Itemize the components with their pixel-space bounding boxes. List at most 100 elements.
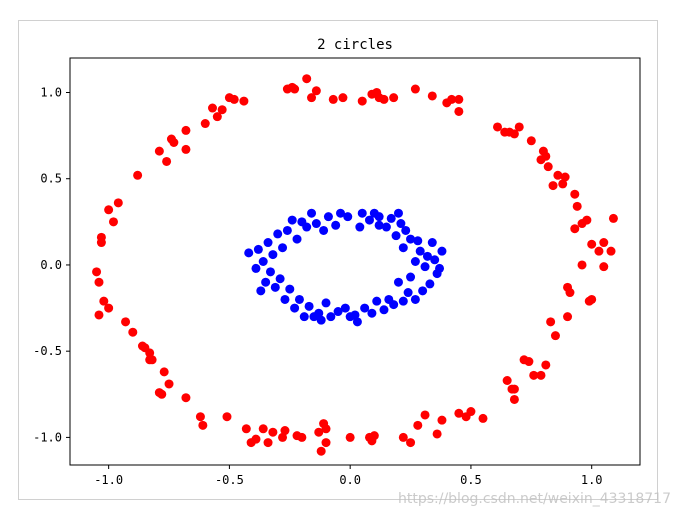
outer-circle-point xyxy=(164,379,174,389)
outer-circle-point xyxy=(92,267,102,277)
outer-circle-point xyxy=(546,317,556,327)
inner-circle-point xyxy=(374,220,384,230)
x-axis: -1.0 -0.5 0.0 0.5 1.0 xyxy=(94,465,603,487)
outer-circle-point xyxy=(94,277,104,287)
inner-circle-point xyxy=(372,296,382,306)
outer-circle-point xyxy=(278,432,288,442)
outer-circle-point xyxy=(410,84,420,94)
inner-circle-point xyxy=(413,236,423,246)
outer-circle-point xyxy=(493,122,502,132)
outer-circle-point xyxy=(454,94,464,104)
inner-circle-point xyxy=(261,277,271,287)
y-tick-label: 0.0 xyxy=(40,258,62,272)
outer-circle-point xyxy=(258,424,268,434)
outer-circle-point xyxy=(222,412,232,422)
outer-circle-point xyxy=(507,384,517,394)
outer-circle-point xyxy=(321,438,331,448)
outer-circle-point xyxy=(145,355,155,365)
outer-circle-point xyxy=(437,415,447,425)
inner-circle-point xyxy=(381,222,391,232)
inner-circle-point xyxy=(398,296,408,306)
inner-circle-point xyxy=(386,213,396,223)
y-tick-label: 0.5 xyxy=(40,172,62,186)
inner-circle-point xyxy=(319,225,329,235)
x-tick-label: -0.5 xyxy=(215,473,244,487)
inner-circle-point xyxy=(364,215,374,225)
inner-circle-point xyxy=(379,305,389,315)
outer-circle-point xyxy=(224,93,234,103)
inner-circle-point xyxy=(251,263,261,273)
outer-circle-point xyxy=(536,370,546,380)
inner-circle-point xyxy=(268,250,278,260)
inner-circle-point xyxy=(422,251,432,261)
outer-circle-point xyxy=(96,238,106,248)
inner-circle-point xyxy=(297,217,307,227)
outer-circle-point xyxy=(217,105,227,115)
data-points xyxy=(92,74,618,456)
outer-circle-point xyxy=(548,181,558,191)
inner-circle-point xyxy=(273,229,283,239)
inner-circle-point xyxy=(316,315,326,325)
outer-circle-point xyxy=(198,420,208,430)
outer-circle-point xyxy=(137,341,147,351)
x-tick-label: 0.5 xyxy=(460,473,482,487)
inner-circle-point xyxy=(282,225,292,235)
outer-circle-point xyxy=(442,98,452,108)
y-axis: -1.0 -0.5 0.0 0.5 1.0 xyxy=(33,85,70,444)
outer-circle-point xyxy=(154,388,164,398)
inner-circle-point xyxy=(398,243,408,253)
outer-circle-point xyxy=(608,213,618,223)
outer-circle-point xyxy=(538,146,548,156)
inner-circle-point xyxy=(307,208,317,218)
inner-circle-point xyxy=(304,301,314,311)
outer-circle-point xyxy=(357,96,367,106)
inner-circle-point xyxy=(258,257,268,266)
outer-circle-point xyxy=(263,438,273,448)
inner-circle-point xyxy=(265,267,275,277)
inner-circle-point xyxy=(256,286,266,296)
outer-circle-point xyxy=(241,424,251,434)
outer-circle-point xyxy=(454,408,464,418)
inner-circle-point xyxy=(290,303,300,313)
outer-circle-point xyxy=(406,438,416,448)
outer-circle-point xyxy=(509,394,519,404)
outer-circle-point xyxy=(99,296,109,306)
outer-circle-point xyxy=(420,410,430,420)
outer-circle-point xyxy=(338,93,348,103)
outer-circle-point xyxy=(121,317,131,327)
watermark-text: https://blog.csdn.net/weixin_43318717 xyxy=(397,491,671,507)
outer-circle-point xyxy=(328,94,338,104)
outer-circle-point xyxy=(563,282,573,292)
chart-title: 2 circles xyxy=(317,37,393,53)
outer-circle-point xyxy=(128,327,138,337)
outer-circle-point xyxy=(389,93,399,103)
inner-circle-point xyxy=(425,279,435,289)
outer-circle-point xyxy=(599,238,609,248)
inner-circle-point xyxy=(355,222,365,232)
inner-circle-point xyxy=(374,212,384,222)
inner-circle-point xyxy=(393,208,403,218)
outer-circle-point xyxy=(550,331,560,341)
outer-circle-point xyxy=(500,127,510,137)
y-tick-label: 1.0 xyxy=(40,85,62,99)
inner-circle-point xyxy=(391,231,401,241)
inner-circle-point xyxy=(403,288,413,298)
inner-circle-point xyxy=(430,255,440,265)
inner-circle-point xyxy=(401,225,411,235)
outer-circle-point xyxy=(133,170,143,180)
outer-circle-point xyxy=(280,426,290,436)
outer-circle-point xyxy=(577,219,587,229)
outer-circle-point xyxy=(461,412,471,422)
inner-circle-point xyxy=(309,312,319,322)
outer-circle-point xyxy=(454,106,464,116)
inner-circle-point xyxy=(275,274,285,284)
outer-circle-point xyxy=(584,296,594,306)
inner-circle-point xyxy=(244,248,254,258)
outer-circle-point xyxy=(311,86,321,96)
x-tick-label: 1.0 xyxy=(581,473,603,487)
outer-circle-point xyxy=(316,446,326,456)
outer-circle-point xyxy=(159,367,169,377)
outer-circle-point xyxy=(570,189,580,199)
outer-circle-point xyxy=(104,205,114,215)
